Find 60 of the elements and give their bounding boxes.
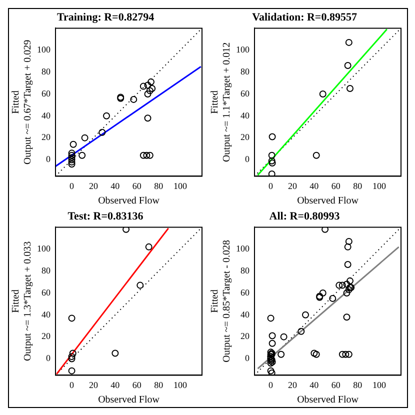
x-tick-label: 100 — [372, 180, 387, 191]
y-tick-label: 100 — [37, 243, 51, 254]
y-tick-label: 100 — [37, 44, 51, 54]
x-tick-label: 80 — [154, 380, 164, 390]
y-tick-label: 100 — [236, 243, 250, 254]
x-tick-label: 60 — [132, 380, 142, 390]
x-axis-title: Observed Flow — [98, 394, 160, 406]
y-tick-label: 40 — [240, 309, 250, 320]
y-tick-label: 20 — [240, 331, 250, 342]
x-tick-label: 40 — [310, 380, 320, 390]
y-tick-label: 40 — [42, 309, 51, 320]
y-tick-label: 40 — [42, 110, 51, 120]
y-tick-label: 20 — [42, 331, 51, 342]
x-tick-label: 60 — [331, 180, 341, 191]
y-axis-title: Fitted Output ~= 1.3*Target + 0.033 — [10, 241, 34, 362]
x-tick-label: 80 — [154, 180, 164, 191]
x-tick-label: 20 — [88, 380, 98, 390]
x-tick-label: 60 — [132, 180, 142, 191]
y-tick-label: 0 — [46, 154, 51, 164]
chart-title: Test: R=0.83136 — [68, 210, 144, 222]
y-tick-label: 60 — [42, 287, 51, 298]
chart-title: All: R=0.80993 — [269, 210, 340, 222]
y-tick-label: 80 — [42, 66, 51, 76]
y-tick-label: 20 — [42, 132, 51, 142]
y-tick-label: 80 — [42, 265, 51, 276]
x-tick-label: 0 — [70, 180, 75, 191]
x-tick-label: 60 — [331, 380, 341, 390]
x-tick-label: 0 — [70, 380, 75, 390]
y-tick-label: 80 — [240, 265, 250, 276]
x-tick-label: 20 — [288, 180, 298, 191]
x-tick-label: 20 — [88, 180, 98, 191]
x-tick-label: 40 — [310, 180, 320, 191]
x-tick-label: 80 — [353, 380, 363, 390]
y-tick-label: 40 — [240, 110, 250, 120]
x-axis-title: Observed Flow — [297, 394, 360, 406]
y-axis-title: Fitted Output ~= 0.85*Target - 0.028 — [210, 240, 233, 362]
x-tick-label: 40 — [110, 180, 120, 191]
y-tick-label: 60 — [240, 287, 250, 298]
y-tick-label: 20 — [240, 132, 250, 142]
x-tick-label: 20 — [288, 380, 298, 390]
y-tick-label: 60 — [42, 88, 51, 98]
x-tick-label: 40 — [110, 380, 120, 390]
x-axis-title: Observed Flow — [98, 196, 160, 207]
y-tick-label: 100 — [236, 44, 250, 54]
y-tick-label: 80 — [240, 66, 250, 76]
y-tick-label: 0 — [245, 353, 250, 364]
y-axis-title: Fitted Output ~= 1.1*Target + 0.012 — [210, 42, 233, 162]
x-axis-title: Observed Flow — [297, 196, 360, 207]
x-tick-label: 80 — [353, 180, 363, 191]
x-tick-label: 0 — [268, 380, 274, 390]
chart-title: Training: R=0.82794 — [56, 11, 155, 24]
x-tick-label: 100 — [174, 180, 188, 191]
x-tick-label: 100 — [174, 380, 188, 390]
y-tick-label: 0 — [245, 154, 250, 164]
chart-title: Validation: R=0.89557 — [252, 11, 358, 24]
y-axis-title: Fitted Output ~= 0.67*Target + 0.029 — [10, 40, 34, 165]
x-tick-label: 0 — [268, 180, 274, 191]
x-tick-label: 100 — [372, 380, 387, 390]
y-tick-label: 60 — [240, 88, 250, 98]
y-tick-label: 0 — [46, 353, 51, 364]
